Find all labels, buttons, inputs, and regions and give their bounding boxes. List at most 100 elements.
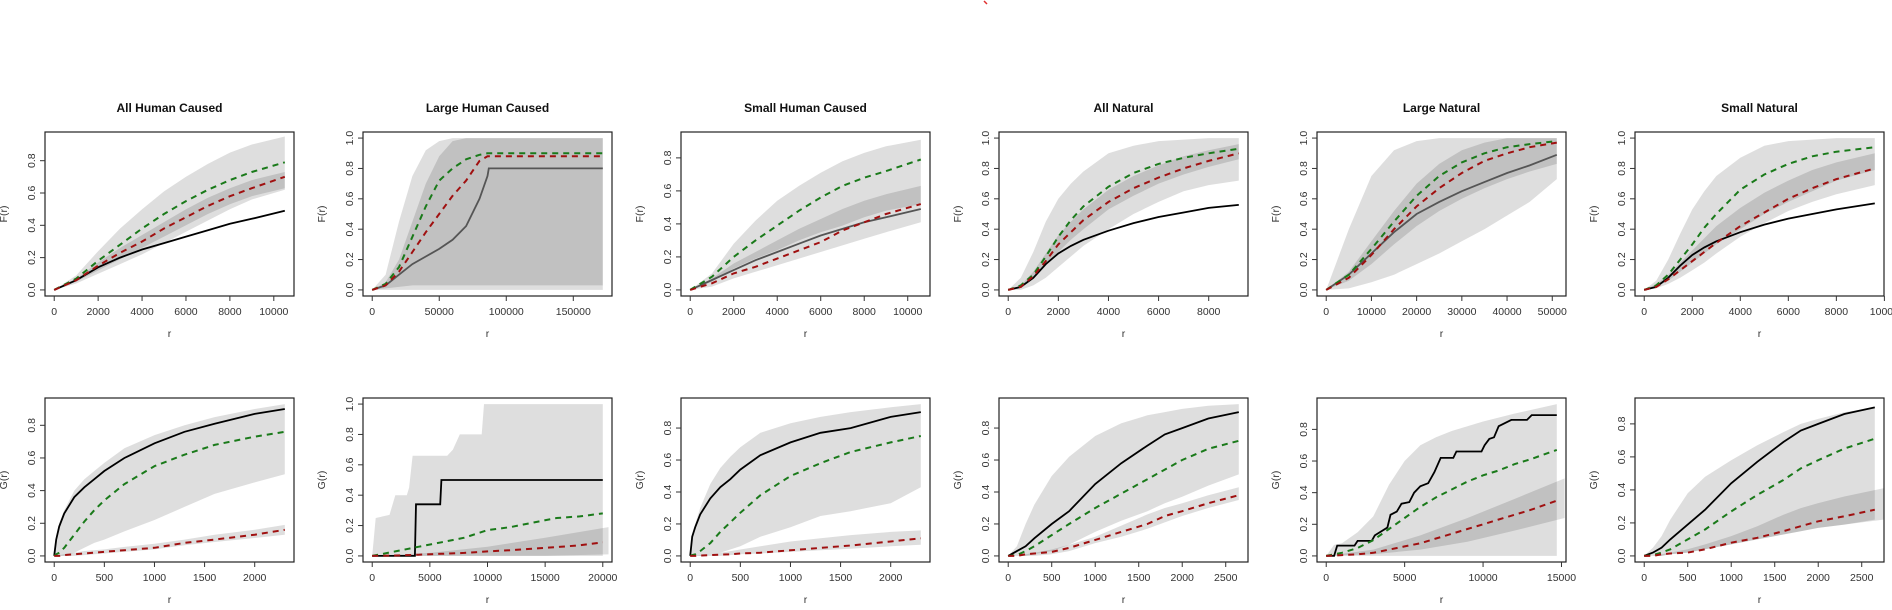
y-axis-label: F(r) bbox=[1588, 206, 1600, 223]
y-tick-label: 0.4 bbox=[980, 485, 992, 500]
x-tick-label: 0 bbox=[369, 572, 375, 584]
envelope-band-2 bbox=[372, 138, 603, 290]
x-tick-label: 6000 bbox=[174, 306, 198, 318]
y-tick-label: 0.6 bbox=[1298, 191, 1310, 206]
y-tick-label: 1.0 bbox=[344, 397, 356, 412]
plot-box bbox=[998, 397, 1249, 563]
x-axis-label: r bbox=[486, 328, 490, 340]
green-dashed-line bbox=[371, 152, 603, 291]
envelope-band-1 bbox=[1644, 138, 1875, 290]
x-tick-label: 0 bbox=[687, 572, 693, 584]
x-tick-label: 5000 bbox=[418, 572, 442, 584]
red-dashed-line bbox=[54, 528, 285, 557]
x-tick-label: 2000 bbox=[243, 572, 267, 584]
observed-line bbox=[689, 411, 921, 556]
x-tick-label: 2000 bbox=[1807, 572, 1831, 584]
y-tick-label: 0.0 bbox=[26, 548, 38, 563]
x-tick-label: 2500 bbox=[1214, 572, 1238, 584]
panel-3: 0 2000 4000 6000 8000 10000 0.0 0.2 0.4 0.6 0.8 Sma… bbox=[634, 101, 931, 340]
x-tick-label: 10000 bbox=[259, 306, 288, 318]
envelope-band-1 bbox=[372, 138, 603, 290]
y-tick-label: 0.2 bbox=[980, 517, 992, 532]
envelope-band-1 bbox=[690, 404, 921, 556]
y-tick-label: 0.0 bbox=[662, 282, 674, 297]
x-tick-label: 2500 bbox=[1850, 572, 1874, 584]
x-axis-label: r bbox=[486, 594, 490, 606]
y-tick-label: 0.4 bbox=[662, 485, 674, 500]
x-tick-label: 10000 bbox=[893, 306, 922, 318]
y-tick-label: 0.4 bbox=[26, 218, 38, 233]
y-tick-label: 0.0 bbox=[344, 548, 356, 563]
y-tick-label: 0.0 bbox=[662, 548, 674, 563]
panel-title: Small Natural bbox=[1721, 101, 1798, 115]
y-tick-label: 1.0 bbox=[1616, 131, 1628, 146]
green-dashed-line bbox=[1326, 448, 1558, 557]
plot-box bbox=[680, 397, 931, 563]
envelope-band-1 bbox=[1008, 138, 1239, 290]
observed-line bbox=[1007, 411, 1239, 557]
x-tick-label: 4000 bbox=[766, 306, 790, 318]
x-tick-label: 150000 bbox=[556, 306, 591, 318]
x-tick-label: 0 bbox=[1005, 306, 1011, 318]
x-tick-label: 2000 bbox=[1047, 306, 1071, 318]
y-axis-label: G(r) bbox=[1270, 471, 1282, 490]
envelope-band-1 bbox=[54, 136, 285, 290]
y-tick-label: 0.4 bbox=[1616, 482, 1628, 497]
plot-box bbox=[680, 131, 931, 297]
y-axis-label: G(r) bbox=[634, 471, 646, 490]
y-tick-label: 0.6 bbox=[980, 191, 992, 206]
y-tick-label: 0.6 bbox=[1616, 449, 1628, 464]
x-tick-label: 0 bbox=[1005, 572, 1011, 584]
panel-title: Small Human Caused bbox=[744, 101, 867, 115]
y-tick-label: 0.2 bbox=[26, 250, 38, 265]
y-tick-label: 0.4 bbox=[1298, 485, 1310, 500]
x-tick-label: 2000 bbox=[86, 306, 110, 318]
y-axis-label: G(r) bbox=[0, 471, 10, 490]
green-dashed-line bbox=[1643, 146, 1875, 291]
plot-box bbox=[362, 131, 613, 297]
x-axis-label: r bbox=[1758, 328, 1762, 340]
x-tick-label: 50000 bbox=[425, 306, 454, 318]
y-tick-label: 0.2 bbox=[344, 518, 356, 533]
y-tick-label: 0.2 bbox=[344, 252, 356, 267]
x-tick-label: 500 bbox=[96, 572, 114, 584]
y-tick-label: 0.6 bbox=[1298, 454, 1310, 469]
x-tick-label: 0 bbox=[51, 572, 57, 584]
panel-12: 0 500 1000 1500 2000 2500 0.0 0.2 0.4 0.6 0.8 r G(r) bbox=[1588, 397, 1885, 606]
observed-line bbox=[371, 167, 603, 291]
envelope-band-2 bbox=[54, 524, 285, 556]
y-tick-label: 0.2 bbox=[662, 249, 674, 264]
y-tick-label: 0.6 bbox=[662, 453, 674, 468]
x-tick-label: 6000 bbox=[1777, 306, 1801, 318]
green-dashed-line bbox=[53, 430, 285, 557]
y-tick-label: 1.0 bbox=[980, 131, 992, 146]
envelope-band-2 bbox=[1644, 153, 1875, 290]
x-tick-label: 15000 bbox=[1547, 572, 1576, 584]
y-tick-label: 0.0 bbox=[1298, 282, 1310, 297]
x-tick-label: 5000 bbox=[1393, 572, 1417, 584]
y-tick-label: 0.0 bbox=[980, 548, 992, 563]
y-tick-label: 0.8 bbox=[1298, 422, 1310, 437]
y-tick-label: 0.2 bbox=[26, 516, 38, 531]
x-tick-label: 10000 bbox=[473, 572, 502, 584]
plot-box bbox=[1316, 131, 1567, 297]
y-axis-label: G(r) bbox=[952, 471, 964, 490]
y-tick-label: 0.0 bbox=[1616, 548, 1628, 563]
y-tick-label: 0.6 bbox=[344, 457, 356, 472]
y-tick-label: 0.8 bbox=[980, 161, 992, 176]
y-tick-label: 0.4 bbox=[1616, 222, 1628, 237]
x-tick-label: 10000 bbox=[1357, 306, 1386, 318]
y-tick-label: 0.4 bbox=[344, 222, 356, 237]
observed-line bbox=[1325, 153, 1558, 291]
panel-4: 0 2000 4000 6000 8000 0.0 0.2 0.4 0.6 0.8 1.0 All N… bbox=[952, 101, 1249, 340]
x-tick-label: 0 bbox=[1323, 572, 1329, 584]
y-tick-label: 0.8 bbox=[1616, 416, 1628, 431]
x-tick-label: 8000 bbox=[1825, 306, 1849, 318]
panel-11: 0 5000 10000 15000 0.0 0.2 0.4 0.6 0.8 r G(r) bbox=[1270, 397, 1576, 606]
x-tick-label: 0 bbox=[1641, 306, 1647, 318]
y-tick-label: 0.6 bbox=[344, 191, 356, 206]
x-tick-label: 6000 bbox=[809, 306, 833, 318]
x-tick-label: 30000 bbox=[1447, 306, 1476, 318]
y-tick-label: 0.8 bbox=[344, 161, 356, 176]
